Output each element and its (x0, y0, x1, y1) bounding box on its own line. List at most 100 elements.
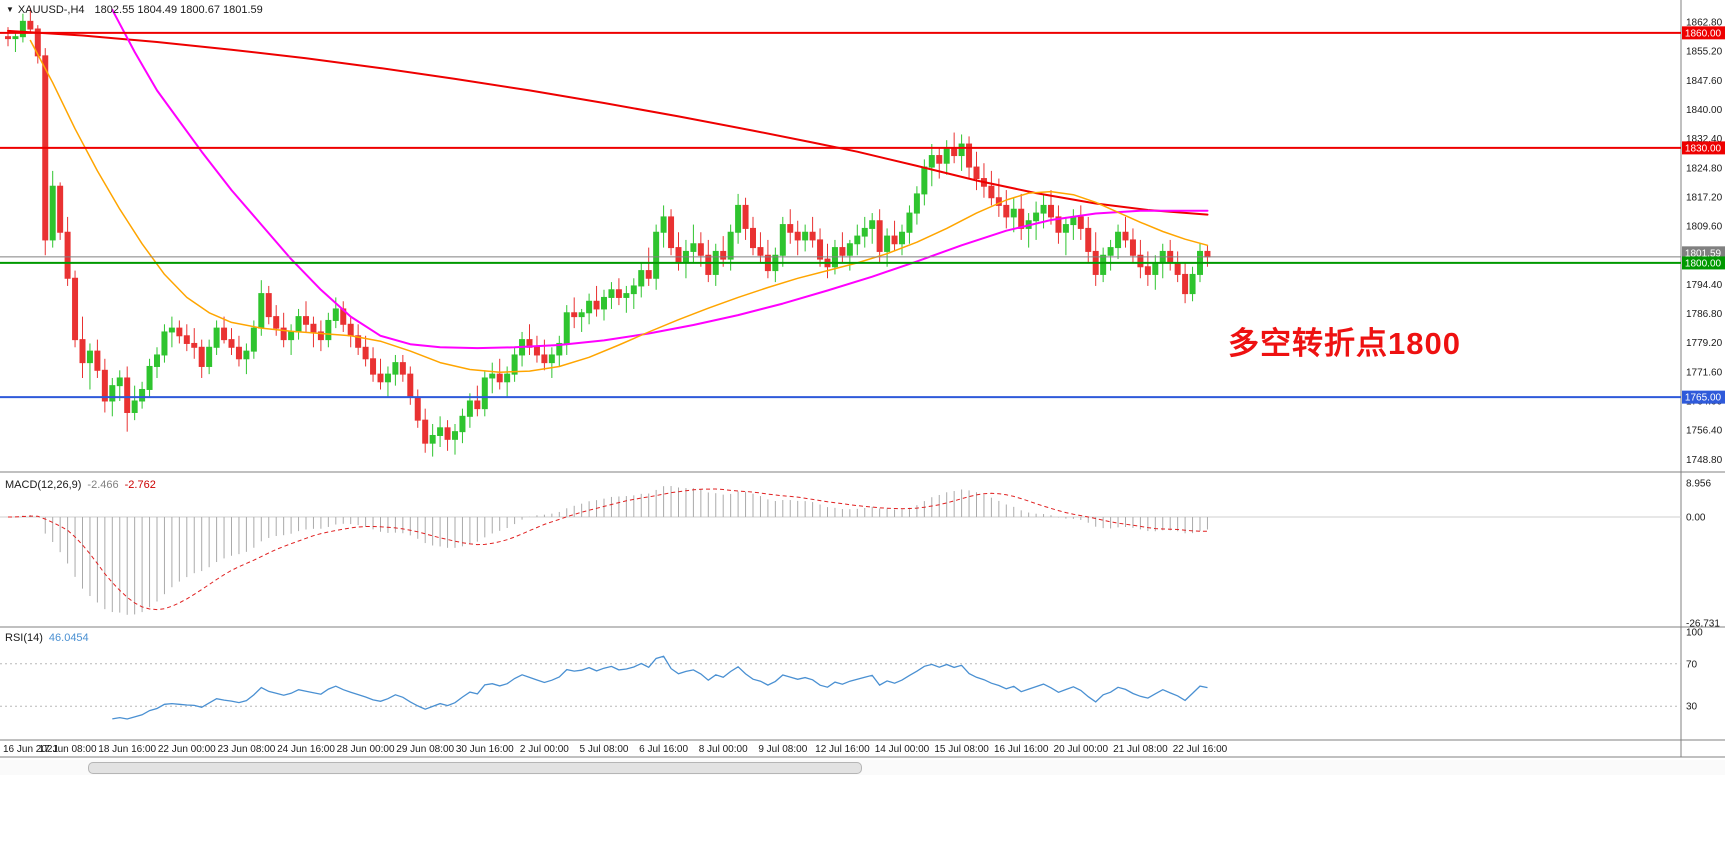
svg-text:30: 30 (1686, 702, 1698, 713)
candle (384, 373, 391, 383)
svg-text:1786.80: 1786.80 (1686, 309, 1723, 320)
candle (615, 289, 622, 298)
candle (742, 204, 749, 229)
candle (817, 239, 824, 260)
rsi-label: RSI(14) 46.0454 (5, 632, 89, 644)
candle (198, 346, 205, 367)
candle (1137, 254, 1144, 268)
candle (161, 331, 168, 356)
h-scrollbar-thumb[interactable] (88, 762, 862, 774)
candle (928, 155, 935, 168)
rsi-line (112, 655, 1208, 720)
rsi-name: RSI(14) (5, 632, 43, 644)
candle (802, 231, 809, 241)
candle (1122, 231, 1129, 241)
chart-annotation[interactable]: 多空转折点1800 (1228, 326, 1461, 361)
candle (288, 331, 295, 341)
candle (273, 316, 280, 329)
svg-text:8 Jul 00:00: 8 Jul 00:00 (699, 744, 748, 755)
candle (1152, 262, 1159, 275)
candle (735, 204, 742, 233)
candle (399, 362, 406, 375)
candle (899, 231, 905, 245)
svg-text:1765.00: 1765.00 (1685, 393, 1722, 404)
candle (191, 342, 198, 348)
svg-text:14 Jul 00:00: 14 Jul 00:00 (875, 744, 930, 755)
candle (1085, 227, 1092, 252)
candle (779, 224, 786, 256)
candle (64, 231, 71, 279)
candle (139, 388, 146, 402)
candle (1055, 216, 1062, 233)
candle (407, 373, 414, 398)
candle (1129, 239, 1136, 256)
candle (1174, 262, 1181, 275)
svg-text:18 Jun 16:00: 18 Jun 16:00 (98, 744, 156, 755)
level-lines[interactable] (0, 31, 1681, 399)
svg-text:29 Jun 08:00: 29 Jun 08:00 (396, 744, 454, 755)
candle (235, 346, 242, 360)
svg-text:22 Jul 16:00: 22 Jul 16:00 (1173, 744, 1228, 755)
candle (936, 155, 943, 164)
symbol-title: XAUUSD-,H4 (17, 4, 85, 16)
candle (317, 331, 324, 341)
candle (846, 243, 853, 256)
candle (1189, 273, 1196, 295)
svg-text:20 Jul 00:00: 20 Jul 00:00 (1054, 744, 1109, 755)
candle (854, 235, 861, 245)
candle (325, 319, 332, 341)
candle (966, 143, 973, 168)
candle (675, 247, 682, 264)
candle (86, 350, 93, 364)
h-scrollbar-track[interactable] (0, 760, 1725, 775)
svg-text:2 Jul 00:00: 2 Jul 00:00 (520, 744, 569, 755)
svg-text:16 Jun 2021: 16 Jun 2021 (3, 744, 58, 755)
svg-text:1862.80: 1862.80 (1686, 18, 1723, 29)
candle (1048, 204, 1054, 218)
svg-text:1824.80: 1824.80 (1686, 163, 1723, 174)
candle (258, 293, 265, 329)
candle (720, 250, 727, 260)
macd-name: MACD(12,26,9) (5, 479, 82, 491)
candle (221, 327, 228, 341)
candle (1107, 247, 1114, 256)
ma-lines (7, 8, 1209, 373)
candle (1144, 266, 1151, 275)
candle (1182, 273, 1189, 295)
symbol-bar: ▼ XAUUSD-,H4 1802.55 1804.49 1800.67 1801.… (6, 4, 263, 16)
svg-text:16 Jul 16:00: 16 Jul 16:00 (994, 744, 1049, 755)
ma-line-fast-orange (29, 39, 1209, 373)
candlesticks[interactable] (5, 7, 1211, 457)
candle (690, 243, 697, 252)
candle (861, 227, 868, 237)
candle (578, 312, 585, 318)
svg-text:1855.20: 1855.20 (1686, 47, 1723, 58)
svg-text:1840.00: 1840.00 (1686, 105, 1723, 116)
candle (593, 300, 600, 310)
candle (489, 373, 496, 379)
symbol-dropdown-icon[interactable]: ▼ (6, 5, 14, 14)
ohlc-readout: 1802.55 1804.49 1800.67 1801.59 (94, 4, 263, 16)
candle (757, 247, 764, 256)
candle (697, 243, 704, 256)
candle (295, 316, 302, 333)
svg-text:6 Jul 16:00: 6 Jul 16:00 (639, 744, 688, 755)
candle (392, 362, 399, 375)
pane-separators (0, 0, 1725, 758)
candle (653, 231, 660, 279)
candle (630, 285, 637, 295)
candle (131, 400, 138, 413)
candle (638, 270, 645, 287)
candle (176, 327, 183, 337)
candle (601, 296, 607, 310)
candle (787, 224, 794, 233)
axis-badges: 1801.59 1860.00 1830.00 1800.00 1765.00 (1682, 26, 1725, 404)
candle (265, 293, 272, 318)
svg-text:1779.20: 1779.20 (1686, 338, 1723, 349)
candle (1010, 208, 1017, 218)
svg-text:28 Jun 00:00: 28 Jun 00:00 (337, 744, 395, 755)
svg-text:22 Jun 00:00: 22 Jun 00:00 (158, 744, 216, 755)
candle (116, 377, 123, 387)
